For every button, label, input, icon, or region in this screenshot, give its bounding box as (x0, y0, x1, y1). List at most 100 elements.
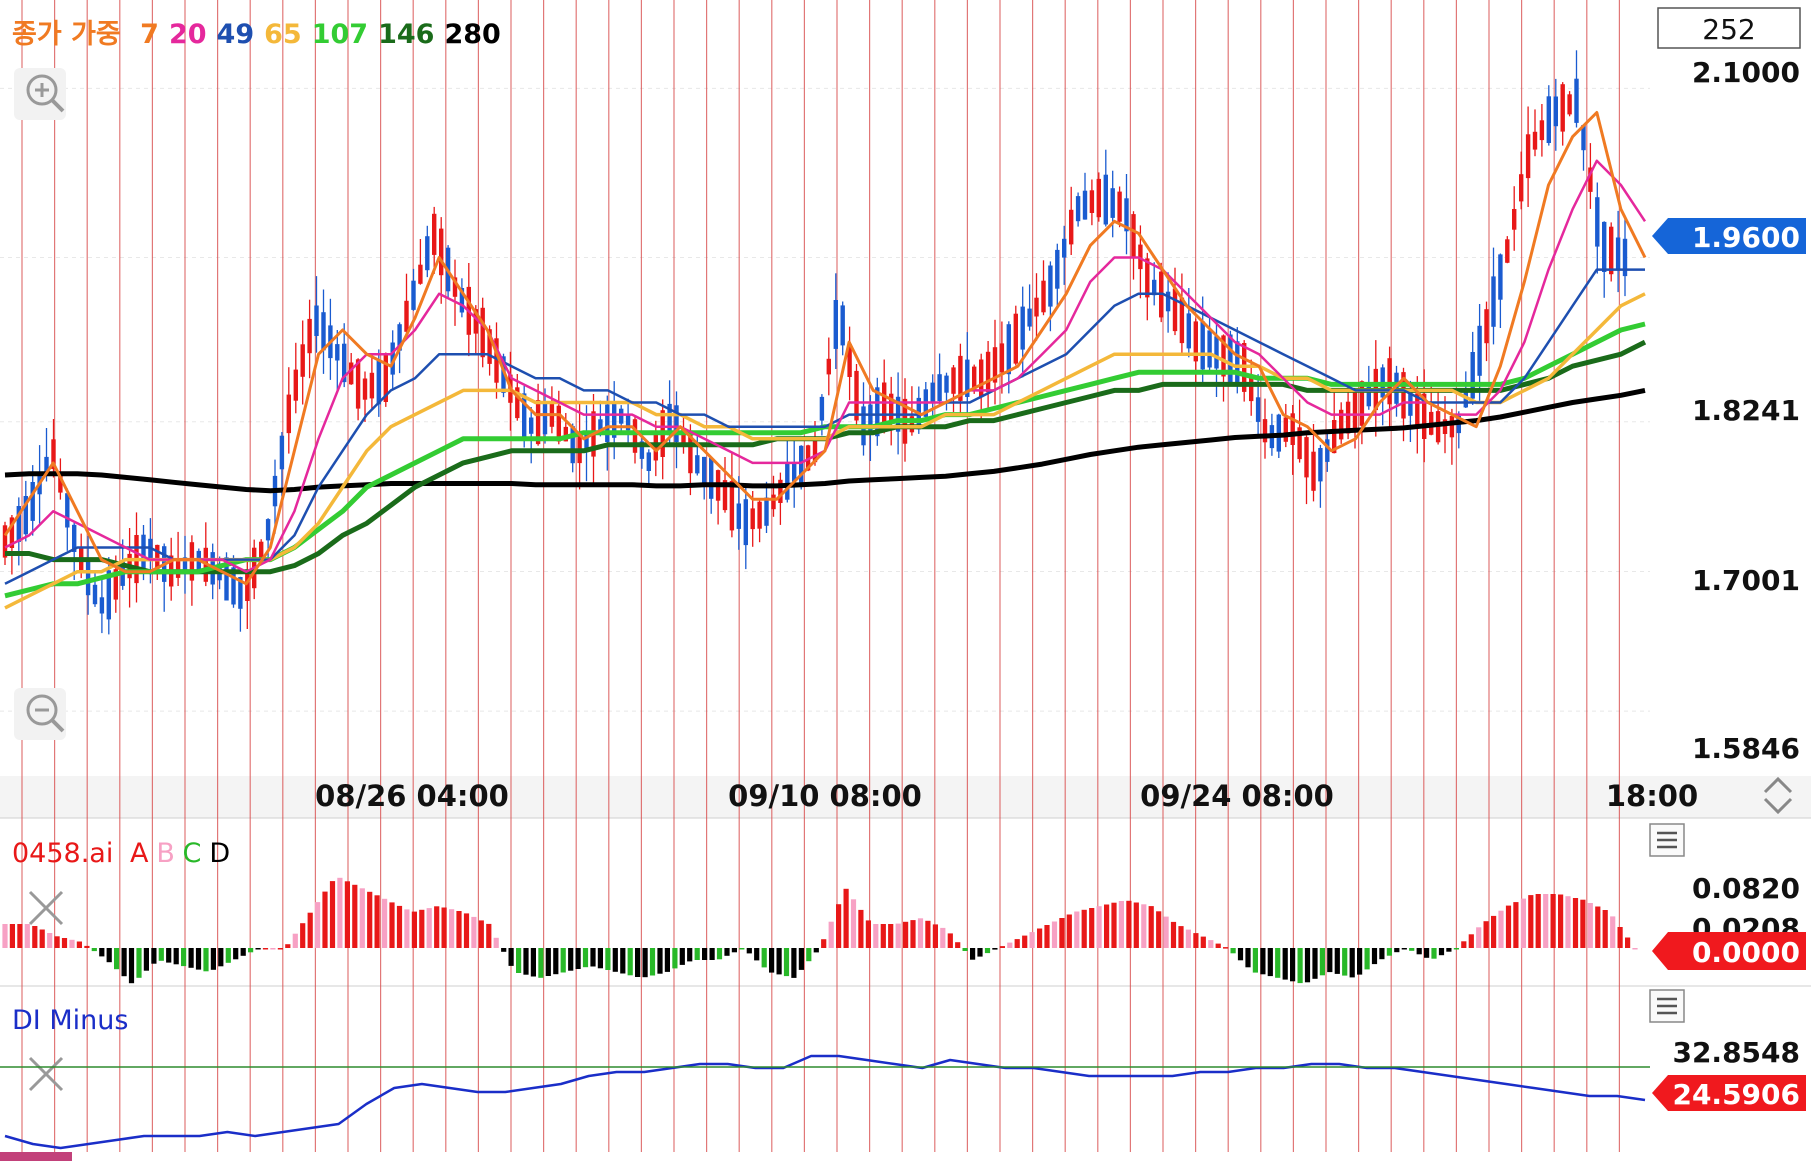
candle-body (1546, 96, 1551, 143)
histogram-bar (977, 948, 983, 957)
histogram-bar (962, 948, 968, 951)
candle-body (1622, 238, 1628, 277)
histogram-bar (925, 920, 931, 948)
histogram-bar (1178, 926, 1184, 948)
candle-body (494, 338, 499, 383)
histogram-bar (1558, 894, 1564, 948)
candle-body (1041, 280, 1046, 313)
histogram-bar (300, 923, 306, 948)
histogram-bar (106, 948, 112, 963)
histogram-bar (1446, 948, 1452, 952)
time-scroll-arrows-icon[interactable] (1763, 776, 1793, 815)
indicator2-name: DI Minus (12, 1005, 128, 1036)
ma-legend-period: 146 (378, 19, 434, 50)
histogram-bar (158, 948, 164, 961)
histogram-bar (240, 948, 246, 956)
candle-body (930, 382, 935, 403)
histogram-bar (1208, 940, 1214, 948)
histogram-bar (315, 902, 321, 948)
candle-body (584, 430, 589, 452)
candle-body (1595, 197, 1600, 247)
histogram-bar (143, 948, 149, 971)
histogram-bar (687, 948, 693, 962)
histogram-bar (1520, 898, 1526, 948)
candle-body (58, 471, 63, 493)
zoom-in-icon[interactable] (14, 68, 66, 120)
candle-body (535, 400, 541, 445)
histogram-bar (441, 907, 447, 948)
candle-body (411, 280, 416, 310)
candle-body (639, 441, 645, 459)
histogram-bar (999, 946, 1005, 948)
candle-body (113, 569, 118, 600)
histogram-bar (352, 884, 358, 948)
candle-body (1013, 313, 1018, 364)
candle-body (265, 519, 271, 541)
histogram-bar (568, 948, 574, 971)
ma-legend-period: 107 (312, 19, 368, 50)
candle-body (688, 430, 693, 474)
candle-body (307, 318, 312, 354)
histogram-bar (1304, 948, 1311, 983)
histogram-bar (1587, 903, 1593, 948)
histogram-bar (449, 909, 455, 948)
candle-body (570, 426, 575, 464)
candle-body (1075, 196, 1081, 222)
histogram-bar (865, 920, 871, 948)
time-label: 09/10 08:00 (728, 779, 922, 813)
histogram-bar (344, 881, 350, 948)
histogram-bar (1468, 934, 1474, 948)
indicator2-menu-icon[interactable] (1649, 989, 1685, 1023)
histogram-bar (553, 948, 559, 975)
histogram-bar (456, 911, 462, 948)
histogram-bar (166, 948, 172, 963)
histogram-bar (1267, 948, 1273, 977)
histogram-bar (679, 948, 685, 965)
candle-body (1228, 334, 1233, 385)
candle-body (72, 524, 77, 552)
histogram-bar (605, 948, 611, 970)
candle-body (875, 387, 880, 437)
candle-body (2, 525, 8, 558)
candle-body (1096, 178, 1101, 218)
histogram-bar (99, 948, 105, 957)
histogram-bar (188, 948, 194, 968)
histogram-bar (501, 948, 507, 952)
histogram-bar (1342, 948, 1348, 976)
visible-count-box[interactable] (1657, 7, 1801, 49)
histogram-bar (850, 899, 857, 948)
histogram-bar (1349, 948, 1355, 978)
candle-body (729, 480, 735, 531)
indicator2-close-icon[interactable] (28, 1056, 64, 1092)
candle-body (743, 499, 748, 546)
candle-body (854, 370, 859, 421)
candle-body (944, 375, 949, 393)
candle-body (397, 324, 402, 351)
candle-body (619, 408, 624, 424)
candle-body (155, 544, 160, 570)
candle-body (1207, 330, 1212, 368)
histogram-bar (731, 948, 737, 953)
histogram-bar (486, 923, 492, 948)
histogram-bar (1111, 902, 1117, 948)
histogram-bar (769, 948, 775, 973)
histogram-bar (1126, 900, 1132, 948)
histogram-bar (1334, 948, 1340, 974)
scrollbar-thumb[interactable] (0, 1152, 72, 1161)
indicator1-menu-icon[interactable] (1649, 823, 1685, 857)
histogram-bar (411, 911, 417, 948)
histogram-bar (955, 942, 961, 948)
candle-body (501, 356, 506, 393)
zoom-out-icon[interactable] (14, 688, 66, 740)
histogram-bar (746, 948, 752, 954)
candle-body (1615, 237, 1621, 271)
histogram-bar (322, 891, 328, 948)
histogram-bar (992, 948, 998, 950)
histogram-bar (940, 927, 946, 948)
candle-body (1609, 226, 1614, 275)
indicator1-legend-item: B (156, 838, 174, 869)
histogram-bar (262, 948, 269, 950)
indicator1-close-icon[interactable] (28, 890, 64, 926)
